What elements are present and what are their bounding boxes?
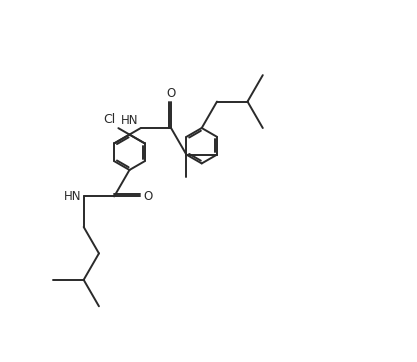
Text: O: O (143, 190, 152, 203)
Text: HN: HN (121, 114, 139, 127)
Text: O: O (166, 87, 176, 100)
Text: HN: HN (64, 190, 82, 203)
Text: Cl: Cl (103, 113, 116, 126)
